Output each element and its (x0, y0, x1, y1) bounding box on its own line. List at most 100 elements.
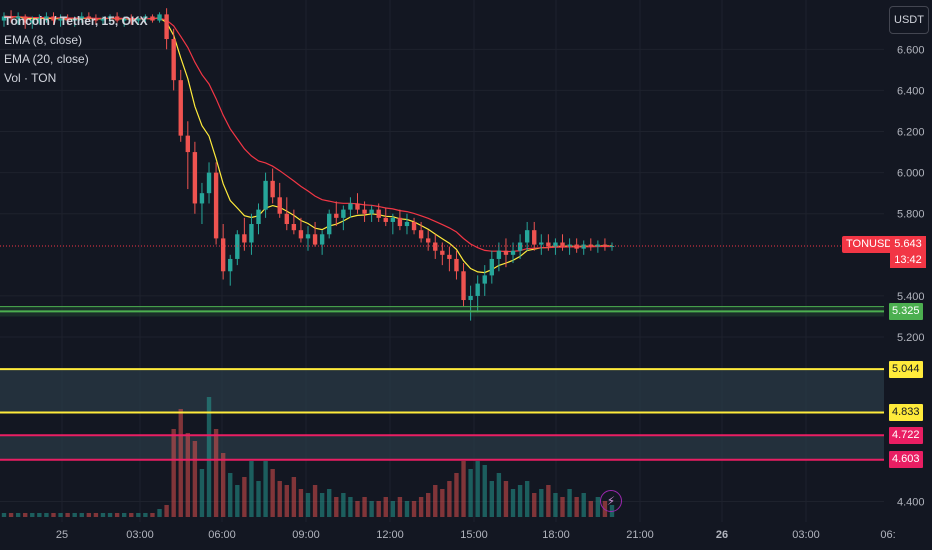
candle-body (129, 18, 134, 21)
price-tick-label: 5.800 (897, 209, 925, 221)
volume-bar (263, 461, 268, 517)
legend-ema8[interactable]: EMA (8, close) (4, 33, 83, 47)
volume-bar (291, 477, 297, 517)
volume-bar (178, 409, 183, 517)
candle-body (468, 295, 473, 301)
time-tick-label: 15:00 (460, 529, 488, 541)
volume-bar (397, 497, 403, 517)
volume-bar (496, 473, 502, 517)
candle-body (503, 250, 509, 255)
volume-bar (100, 513, 106, 517)
volume-bar (192, 441, 198, 517)
volume-bar (390, 501, 396, 517)
candle-body (100, 18, 106, 21)
candle-body (517, 242, 523, 251)
candle-body (199, 193, 205, 204)
legend-ema20[interactable]: EMA (20, close) (4, 52, 89, 66)
bar-countdown: 13:42 (894, 254, 922, 266)
lightning-icon[interactable]: ⚡ (600, 490, 622, 512)
time-tick-label: 18:00 (542, 529, 570, 541)
candle-body (319, 234, 325, 245)
time-tick-label: 09:00 (292, 529, 320, 541)
candle-body (8, 16, 14, 19)
volume-bar (298, 489, 304, 517)
zone-yellow (0, 369, 884, 413)
volume-bar (206, 397, 212, 517)
candle-body (546, 242, 551, 247)
candle-body (312, 234, 318, 245)
candle-body (553, 242, 558, 247)
candle-body (588, 244, 593, 247)
volume-bar (447, 481, 452, 517)
volume-bar (418, 497, 424, 517)
candle-body (171, 39, 176, 81)
candle-body (447, 254, 452, 259)
volume-bar (65, 513, 70, 517)
price-tick-label: 6.400 (897, 85, 925, 97)
candle-body (532, 230, 537, 245)
volume-bar (524, 481, 530, 517)
price-tick-label: 4.400 (897, 496, 925, 508)
volume-bar (482, 465, 487, 517)
candle-body (390, 217, 396, 222)
time-tick-label: 03:00 (792, 529, 820, 541)
volume-bar (249, 461, 254, 517)
time-tick-label: 03:00 (126, 529, 154, 541)
candle-body (72, 18, 77, 21)
candle-body (411, 221, 417, 231)
candle-body (489, 258, 495, 276)
volume-bar (334, 497, 339, 517)
volume-bar (15, 513, 21, 517)
volume-bar (79, 513, 84, 517)
candle-body (440, 250, 445, 255)
candle-body (235, 234, 240, 259)
candle-body (602, 244, 608, 247)
volume-bar (376, 501, 381, 517)
candle-body (228, 258, 233, 272)
candle-body (305, 234, 311, 239)
time-axis: 25 03:00 06:00 09:00 12:00 15:00 18:00 21:00 26 0… (0, 522, 932, 550)
time-tick-label: 06:00 (208, 529, 236, 541)
legend-title: Toncoin / Tether, 15, OKX (4, 14, 148, 28)
currency-button[interactable]: USDT (889, 6, 929, 34)
chart-legend: Toncoin / Tether, 15, OKX EMA (8, close)… (4, 12, 148, 88)
candle-body (44, 16, 49, 19)
candle-body (150, 16, 155, 21)
volume-bar (242, 477, 247, 517)
candle-body (242, 234, 247, 243)
volume-bar (129, 513, 134, 517)
volume-bar (595, 497, 601, 517)
volume-bar (8, 513, 14, 517)
candle-body (510, 250, 516, 255)
volume-bar (574, 497, 579, 517)
candle-body (136, 18, 141, 21)
volume-bar (51, 513, 56, 517)
volume-bar (270, 469, 275, 517)
candle-body (362, 209, 367, 214)
candle-body (220, 238, 226, 272)
volume-bar (199, 469, 205, 517)
volume-bar (454, 473, 459, 517)
volume-bar (143, 513, 148, 517)
candle-body (86, 16, 92, 19)
volume-bar (185, 433, 191, 517)
volume-bar (136, 513, 141, 517)
candle-body (454, 258, 459, 272)
volume-bar (107, 513, 113, 517)
candle-body (143, 16, 148, 19)
candle-body (15, 16, 21, 19)
volume-bar (1, 513, 7, 517)
legend-volume[interactable]: Vol · TON (4, 71, 57, 85)
volume-bar (284, 485, 289, 517)
candle-body (433, 242, 438, 251)
candle-body (192, 152, 198, 204)
candle-body (206, 172, 212, 194)
candle-body (567, 244, 572, 247)
volume-bar (532, 493, 537, 517)
volume-bar (560, 497, 565, 517)
ema-lines (3, 15, 612, 274)
price-tick-label: 5.400 (897, 291, 925, 303)
candle-body (475, 283, 480, 296)
volume-bar (567, 489, 572, 517)
